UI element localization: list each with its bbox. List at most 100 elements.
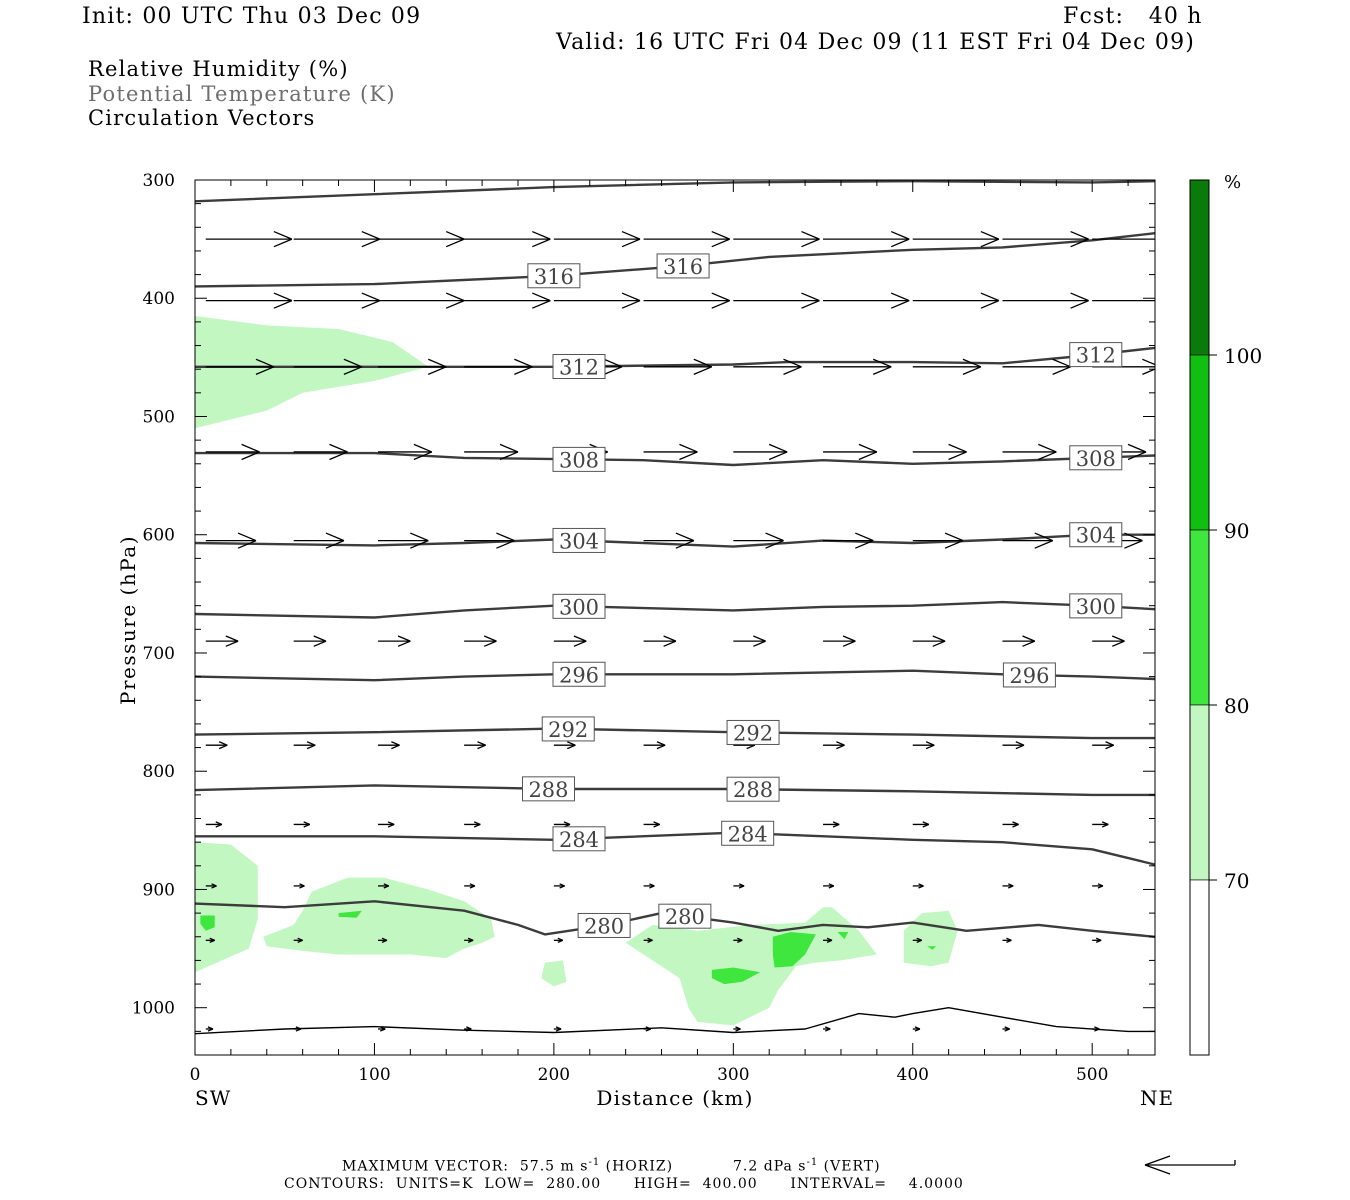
circulation-vector	[464, 358, 533, 375]
isentrope-label-box	[521, 776, 575, 802]
circulation-vector	[293, 443, 348, 461]
y-tick-label: 900	[143, 880, 175, 900]
colorbar-segment	[1189, 354, 1210, 531]
max-vector-label: MAXIMUM VECTOR:	[342, 1158, 509, 1175]
circulation-vector	[205, 358, 275, 375]
x-tick-label: 200	[538, 1065, 570, 1085]
isentrope-label-box	[1069, 342, 1123, 368]
y-axis-label: Pressure (hPa)	[116, 535, 140, 705]
circulation-vector	[464, 1026, 472, 1032]
colorbar-frame	[1189, 179, 1210, 1056]
isentrope-label: 316	[534, 265, 574, 289]
colorbar-segment	[1189, 179, 1210, 356]
colorbar-level-label: 90	[1224, 519, 1249, 543]
circulation-vector	[1002, 937, 1012, 944]
max-vert-exponent: -1	[806, 1157, 819, 1168]
isentrope-label-box	[1069, 445, 1123, 471]
valid-time: Valid: 16 UTC Fri 04 Dec 09 (11 EST Fri …	[556, 30, 1196, 55]
isentrope-label-box	[552, 593, 606, 619]
circulation-vector	[293, 1026, 302, 1032]
plot-frame	[194, 179, 1156, 1056]
circulation-vector	[1002, 532, 1053, 549]
isentrope-label: 316	[663, 255, 703, 279]
circulation-vector	[205, 532, 257, 549]
isentrope-label: 312	[559, 355, 599, 379]
isentrope-label: 304	[559, 529, 599, 553]
rh-region-70-80-0	[195, 316, 429, 429]
circulation-vector	[643, 230, 730, 248]
circulation-vector	[823, 883, 835, 889]
max-horiz-tail: (HORIZ)	[605, 1158, 674, 1175]
isentrope-label: 308	[1076, 447, 1116, 471]
x-tick-label: 500	[1076, 1065, 1108, 1085]
circulation-vector	[823, 1026, 831, 1032]
circulation-vector	[1002, 443, 1057, 461]
circulation-vector	[293, 937, 303, 944]
isentrope-288	[195, 784, 1155, 797]
circulation-vector	[378, 1026, 386, 1032]
isentrope-label-box	[552, 661, 606, 687]
circulation-vector	[823, 230, 910, 248]
circulation-vector	[1092, 299, 1155, 302]
x-left-end-label: SW	[195, 1086, 231, 1110]
isentrope-label-box	[726, 719, 780, 745]
x-tick-label: 100	[358, 1065, 390, 1085]
circulation-vector	[378, 821, 395, 828]
y-tick-label: 800	[143, 762, 175, 782]
circulation-vector	[553, 937, 564, 944]
rh-region-80-90-11	[927, 946, 937, 950]
max-horiz-unit: m s	[560, 1158, 589, 1175]
circulation-vector	[293, 230, 381, 248]
reference-vector	[1144, 1155, 1236, 1175]
circulation-vector	[643, 292, 730, 309]
circulation-vector	[1092, 937, 1102, 944]
circulation-vector	[823, 358, 892, 375]
isentrope-label: 292	[733, 721, 773, 745]
isentrope-label-box	[541, 716, 595, 742]
max-vert-unit: dPa s	[763, 1158, 807, 1175]
circulation-vector	[464, 741, 486, 750]
isentrope-label: 280	[584, 914, 624, 938]
circulation-vector	[293, 532, 345, 549]
circulation-vector	[643, 443, 698, 461]
y-tick-label: 400	[143, 289, 175, 309]
isentrope-label-box	[656, 253, 710, 279]
circulation-vector	[912, 883, 924, 889]
isentrope-label: 284	[559, 828, 599, 852]
circulation-vector	[912, 1026, 921, 1032]
circulation-vector	[553, 821, 571, 828]
circulation-vector	[464, 937, 474, 944]
circulation-vector	[553, 883, 565, 889]
circulation-vector	[205, 937, 215, 944]
circulation-vector	[293, 741, 316, 750]
max-vert-value: 7.2	[733, 1158, 759, 1175]
circulation-vector	[733, 635, 766, 647]
isentrope-label-box	[721, 820, 775, 846]
circulation-vector	[205, 443, 260, 461]
contour-info: CONTOURS: UNITS=K LOW= 280.00 HIGH= 400.…	[284, 1176, 964, 1192]
max-vert-tail: (VERT)	[823, 1158, 881, 1175]
circulation-vector	[912, 635, 946, 647]
circulation-vector	[912, 230, 1000, 248]
circulation-vector	[464, 821, 481, 828]
colorbar-segment	[1189, 879, 1210, 1056]
rh-region-70-80-3	[541, 960, 567, 987]
circulation-vector	[823, 937, 833, 944]
isentrope-280	[195, 900, 1155, 938]
circulation-vector	[643, 532, 695, 549]
y-tick-label: 600	[143, 526, 175, 546]
x-tick-label: 0	[190, 1065, 201, 1085]
isentrope-292	[195, 727, 1155, 740]
rh-region-80-90-9	[711, 967, 761, 985]
field-theta-label: Potential Temperature (K)	[88, 82, 396, 106]
circulation-vector	[823, 292, 910, 309]
init-time: Init: 00 UTC Thu 03 Dec 09	[82, 4, 422, 29]
circulation-vector	[912, 292, 1000, 309]
circulation-vector	[205, 292, 293, 309]
circulation-vector	[643, 741, 666, 750]
circulation-vector	[1092, 238, 1155, 240]
circulation-vector	[293, 358, 363, 375]
isentrope-label-box	[1069, 522, 1123, 548]
circulation-vector	[823, 821, 840, 828]
circulation-vector	[823, 532, 874, 549]
